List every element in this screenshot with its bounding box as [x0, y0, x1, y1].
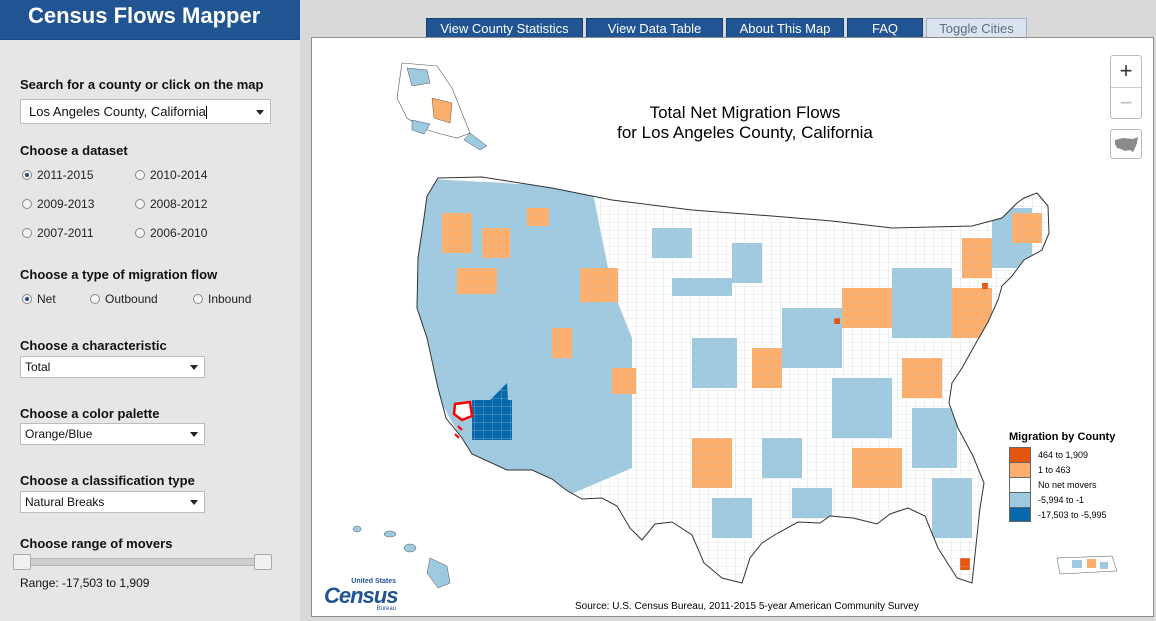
- legend-swatch: [1009, 492, 1031, 507]
- chevron-down-icon: [190, 432, 198, 437]
- radio-icon: [135, 170, 145, 180]
- palette-label: Choose a color palette: [20, 406, 160, 421]
- legend-swatch: [1009, 477, 1031, 492]
- map-source-note: Source: U.S. Census Bureau, 2011-2015 5-…: [575, 601, 919, 612]
- legend-label: No net movers: [1038, 479, 1097, 490]
- legend-item: 464 to 1,909: [1009, 447, 1149, 462]
- palette-select[interactable]: Orange/Blue: [20, 423, 205, 445]
- full-extent-button[interactable]: [1110, 129, 1142, 159]
- zoom-control: + −: [1110, 55, 1142, 119]
- legend-item: -5,994 to -1: [1009, 492, 1149, 507]
- legend-item: -17,503 to -5,995: [1009, 507, 1149, 522]
- legend-swatch: [1009, 447, 1031, 462]
- county-search-input[interactable]: Los Angeles County, California: [20, 99, 271, 124]
- range-slider-max-handle[interactable]: [254, 554, 272, 570]
- us-map-icon: [1115, 137, 1138, 152]
- zoom-out-button[interactable]: −: [1111, 87, 1141, 119]
- radio-selected-icon: [22, 294, 32, 304]
- range-readout: Range: -17,503 to 1,909: [20, 576, 150, 590]
- dataset-option-2009-2013[interactable]: 2009-2013: [22, 197, 94, 211]
- range-slider-min-handle[interactable]: [13, 554, 31, 570]
- flow-option-outbound[interactable]: Outbound: [90, 292, 158, 306]
- range-slider-track[interactable]: [20, 558, 272, 566]
- radio-icon: [193, 294, 203, 304]
- tab-view-county-statistics[interactable]: View County Statistics: [426, 18, 583, 38]
- dataset-option-2007-2011[interactable]: 2007-2011: [22, 226, 94, 240]
- radio-icon: [22, 228, 32, 238]
- dataset-option-2008-2012[interactable]: 2008-2012: [135, 197, 207, 211]
- flow-option-net[interactable]: Net: [22, 292, 56, 306]
- map-title-line1: Total Net Migration Flows: [649, 103, 841, 122]
- app-title: Census Flows Mapper: [0, 0, 300, 40]
- radio-icon: [135, 199, 145, 209]
- legend-item: 1 to 463: [1009, 462, 1149, 477]
- dataset-label: Choose a dataset: [20, 143, 128, 158]
- legend-label: 464 to 1,909: [1038, 449, 1089, 460]
- legend-swatch: [1009, 462, 1031, 477]
- sidebar: Census Flows Mapper Search for a county …: [0, 0, 300, 621]
- legend-swatch: [1009, 507, 1031, 522]
- radio-icon: [22, 199, 32, 209]
- zoom-in-button[interactable]: +: [1119, 58, 1133, 83]
- palette-value: Orange/Blue: [25, 427, 93, 441]
- legend-label: 1 to 463: [1038, 464, 1071, 475]
- dataset-option-2006-2010[interactable]: 2006-2010: [135, 226, 207, 240]
- us-county-map[interactable]: [312, 38, 1154, 617]
- contiguous-us[interactable]: [412, 168, 1062, 588]
- map-legend: Migration by County 464 to 1,909 1 to 463…: [1009, 431, 1149, 522]
- classification-value: Natural Breaks: [25, 495, 105, 509]
- selected-county-los-angeles[interactable]: [452, 400, 474, 422]
- range-label: Choose range of movers: [20, 536, 173, 551]
- tab-faq[interactable]: FAQ: [847, 18, 923, 38]
- alaska-inset: [396, 62, 488, 151]
- chevron-down-icon: [190, 365, 198, 370]
- chevron-down-icon: [190, 500, 198, 505]
- radio-icon: [90, 294, 100, 304]
- county-search-value: Los Angeles County, California: [29, 104, 206, 119]
- legend-item: No net movers: [1009, 477, 1149, 492]
- legend-label: -5,994 to -1: [1038, 494, 1085, 505]
- legend-label: -17,503 to -5,995: [1038, 509, 1107, 520]
- radio-icon: [135, 228, 145, 238]
- tab-view-data-table[interactable]: View Data Table: [586, 18, 723, 38]
- map-panel[interactable]: Total Net Migration Flows for Los Angele…: [311, 37, 1154, 617]
- flow-option-inbound[interactable]: Inbound: [193, 292, 251, 306]
- dataset-option-2011-2015[interactable]: 2011-2015: [22, 168, 94, 182]
- dataset-option-2010-2014[interactable]: 2010-2014: [135, 168, 207, 182]
- hawaii-inset: [352, 525, 451, 589]
- census-bureau-logo: United States Census Bureau: [324, 578, 398, 612]
- radio-selected-icon: [22, 170, 32, 180]
- search-label: Search for a county or click on the map: [20, 77, 264, 92]
- characteristic-label: Choose a characteristic: [20, 338, 167, 353]
- tab-toggle-cities[interactable]: Toggle Cities: [926, 18, 1027, 38]
- tab-about-this-map[interactable]: About This Map: [726, 18, 844, 38]
- characteristic-value: Total: [25, 360, 51, 374]
- puerto-rico-inset: [1056, 555, 1118, 575]
- map-title-line2: for Los Angeles County, California: [617, 123, 873, 142]
- flow-type-label: Choose a type of migration flow: [20, 267, 218, 282]
- characteristic-select[interactable]: Total: [20, 356, 205, 378]
- legend-title: Migration by County: [1009, 431, 1116, 443]
- classification-label: Choose a classification type: [20, 473, 195, 488]
- chevron-down-icon: [256, 110, 264, 115]
- classification-select[interactable]: Natural Breaks: [20, 491, 205, 513]
